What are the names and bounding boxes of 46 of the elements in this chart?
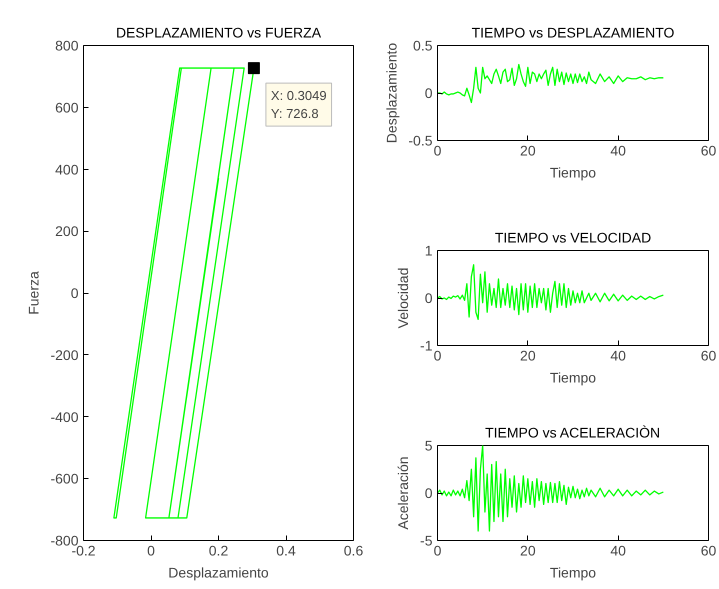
- chart-title: DESPLAZAMIENTO vs FUERZA: [116, 24, 322, 40]
- y-tick-label: -5: [420, 532, 433, 548]
- y-axis-title: Velocidad: [395, 268, 412, 328]
- y-tick-label: 0: [424, 485, 433, 501]
- x-tick-label: 0.4: [276, 542, 296, 558]
- x-tick-label: 20: [520, 348, 536, 364]
- y-tick-label: -1: [420, 338, 433, 354]
- y-tick-label: -400: [50, 408, 79, 425]
- y-tick-label: 0: [70, 285, 79, 301]
- x-axis-title: Tiempo: [550, 164, 596, 180]
- x-tick-label: 0.6: [344, 542, 364, 558]
- annotation: X: 0.3049 Y: 726.8: [270, 88, 327, 122]
- y-tick-label: 200: [55, 223, 79, 240]
- x-tick-label: 0: [147, 542, 156, 558]
- x-tick-label: 60: [700, 348, 716, 364]
- chart-title: TIEMPO vs ACELERACIÒN: [485, 424, 660, 440]
- x-tick-label: 40: [610, 542, 626, 558]
- x-tick-label: 0.2: [208, 542, 228, 558]
- x-axis-title: Tiempo: [550, 564, 596, 580]
- x-tick-label: 20: [520, 542, 536, 558]
- x-tick-label: 60: [700, 542, 716, 558]
- y-tick-label: 800: [55, 38, 79, 54]
- y-tick-label: -600: [50, 470, 79, 487]
- x-axis-title: Desplazamiento: [168, 564, 269, 580]
- y-tick-label: 400: [55, 161, 79, 178]
- chart-title: TIEMPO vs VELOCIDAD: [494, 230, 652, 246]
- x-tick-label: 40: [610, 142, 626, 158]
- y-axis-title: Fuerza: [25, 271, 42, 315]
- y-axis-title: Aceleración: [395, 456, 412, 530]
- line-series: [438, 264, 664, 320]
- y-tick-label: 5: [424, 438, 433, 454]
- x-tick-label: 40: [610, 348, 626, 364]
- y-axis-title: Desplazamiento: [383, 42, 400, 144]
- y-tick-label: 600: [55, 99, 79, 116]
- line-series: [438, 64, 664, 104]
- y-tick-label: 0.5: [413, 38, 433, 54]
- y-tick-label: -200: [50, 346, 79, 363]
- y-tick-label: -0.5: [408, 132, 433, 148]
- y-tick-label: 0: [424, 290, 433, 306]
- chart-title: TIEMPO vs DESPLAZAMIENTO: [472, 24, 674, 40]
- line-series: [438, 446, 664, 532]
- x-tick-label: 20: [520, 142, 536, 158]
- x-tick-label: 60: [700, 142, 716, 158]
- y-tick-label: 1: [424, 242, 433, 258]
- x-axis-title: Tiempo: [550, 370, 596, 386]
- y-tick-label: 0: [424, 85, 433, 101]
